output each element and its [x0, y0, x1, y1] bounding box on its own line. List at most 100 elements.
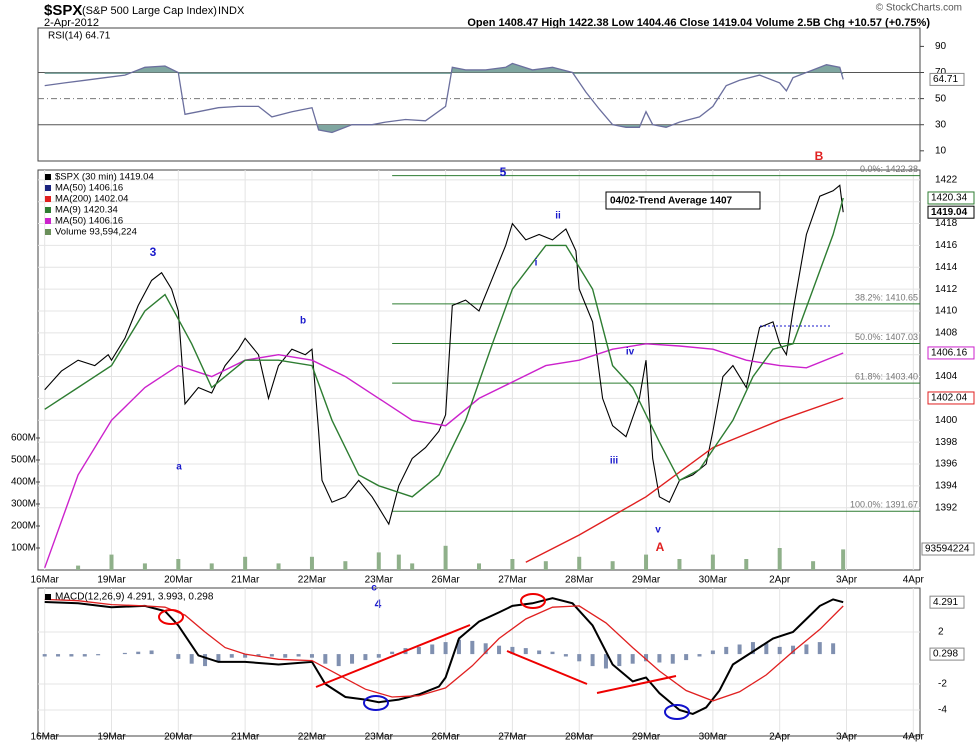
legend-swatch [45, 594, 51, 600]
y-tick-label: 1418 [935, 218, 958, 229]
histogram-bar [390, 651, 395, 655]
volume-bar [443, 545, 448, 570]
x-tick-label: 4Apr [903, 575, 925, 586]
volume-bar [777, 547, 782, 570]
histogram-bar [189, 654, 194, 664]
y-tick-label: -4 [938, 705, 947, 716]
y-tick-label: 1422 [935, 174, 958, 185]
legend-entry: Volume 93,594,224 [55, 227, 137, 238]
histogram-bar [697, 654, 702, 657]
y-tick-label: 30 [935, 119, 947, 130]
x-tick-label: 19Mar [97, 575, 126, 586]
x-tick-label: 21Mar [231, 732, 260, 743]
legend-swatch [45, 229, 51, 235]
highlight [158, 609, 184, 625]
histogram-bar [269, 654, 274, 657]
legend-swatch [45, 174, 51, 180]
fib-label: 50.0%: 1407.03 [855, 332, 918, 342]
histogram-bar [256, 654, 261, 657]
symbol: $SPX [44, 2, 82, 19]
volume-bar [477, 563, 481, 570]
macd-line [44, 597, 844, 715]
y-tick-label: 90 [935, 41, 947, 52]
last-value: 1406.16 [931, 348, 968, 359]
price-frame [37, 169, 921, 571]
wave-label: a [176, 462, 182, 473]
last-value-box [927, 346, 975, 360]
last-value: 1420.34 [931, 193, 968, 204]
y-tick-label: 1416 [935, 240, 958, 251]
x-tick-label: 21Mar [231, 575, 260, 586]
histogram-bar [122, 652, 127, 655]
x-tick-label: 26Mar [431, 575, 460, 586]
macd-label: MACD(12,26,9) 4.291, 3.993, 0.298 [55, 592, 214, 603]
last-value-box [929, 647, 965, 661]
histogram-bar [590, 654, 595, 667]
histogram-bar [376, 654, 381, 658]
x-tick-label: 22Mar [298, 732, 327, 743]
wave-label: 5 [500, 165, 507, 179]
histogram-bar [363, 654, 368, 661]
x-tick-label: 3Apr [836, 732, 858, 743]
highlight [664, 704, 690, 720]
last-value-box [929, 72, 965, 86]
y-tick-label: -2 [938, 679, 947, 690]
exchange: INDX [218, 5, 245, 17]
histogram-bar [777, 646, 782, 655]
copyright: © StockCharts.com [876, 3, 962, 14]
volume-bar [610, 561, 615, 570]
x-tick-label: 4Apr [903, 732, 925, 743]
histogram-bar [149, 650, 154, 655]
volume-bar [309, 556, 314, 570]
last-value: 4.291 [933, 597, 958, 608]
legend-swatch [45, 196, 51, 202]
legend-entry: $SPX (30 min) 1419.04 [55, 172, 154, 183]
highlight [363, 695, 389, 711]
legend-swatch [45, 185, 51, 191]
volume-bar [142, 563, 147, 570]
volume-bar [644, 554, 649, 570]
legend-entry: MA(50) 1406.16 [55, 183, 123, 194]
histogram-bar [764, 643, 769, 655]
histogram-bar [791, 645, 796, 655]
histogram-bar [710, 650, 715, 655]
histogram-bar [350, 654, 355, 664]
y-tick-label: 1410 [935, 306, 958, 317]
histogram-bar [296, 654, 301, 657]
last-value: 1419.04 [931, 207, 968, 218]
y-tick-label: 1398 [935, 437, 958, 448]
volume-bar [811, 561, 816, 570]
y2-tick-label: 500M [11, 455, 36, 466]
histogram-bar [176, 654, 181, 659]
volume-bar [76, 565, 81, 570]
histogram-bar [537, 650, 542, 655]
histogram-bar [684, 654, 689, 661]
volume-bar [543, 561, 548, 570]
last-value-box [929, 595, 965, 609]
fib-label: 61.8%: 1403.40 [855, 371, 918, 381]
price-line [44, 184, 844, 526]
y-tick-label: 1392 [935, 502, 958, 513]
x-tick-label: 2Apr [769, 575, 791, 586]
volume-bar [176, 558, 181, 570]
volume-bar [410, 563, 415, 570]
histogram-bar [56, 654, 61, 657]
histogram-bar [617, 654, 622, 667]
histogram-bar [323, 654, 328, 664]
x-tick-label: 16Mar [31, 732, 60, 743]
volume-bar [209, 563, 214, 570]
histogram-bar [470, 640, 475, 655]
rsi-line [44, 62, 844, 134]
histogram-bar [136, 651, 141, 655]
histogram-bar [483, 643, 488, 655]
histogram-bar [336, 654, 341, 667]
histogram-bar [817, 642, 822, 655]
volume-bar [376, 552, 381, 570]
histogram-bar [243, 654, 248, 658]
histogram-bar [737, 644, 742, 655]
last-value: 64.71 [933, 74, 958, 85]
y-tick-label: 1408 [935, 327, 958, 338]
histogram-bar [497, 645, 502, 655]
x-tick-label: 29Mar [632, 575, 661, 586]
